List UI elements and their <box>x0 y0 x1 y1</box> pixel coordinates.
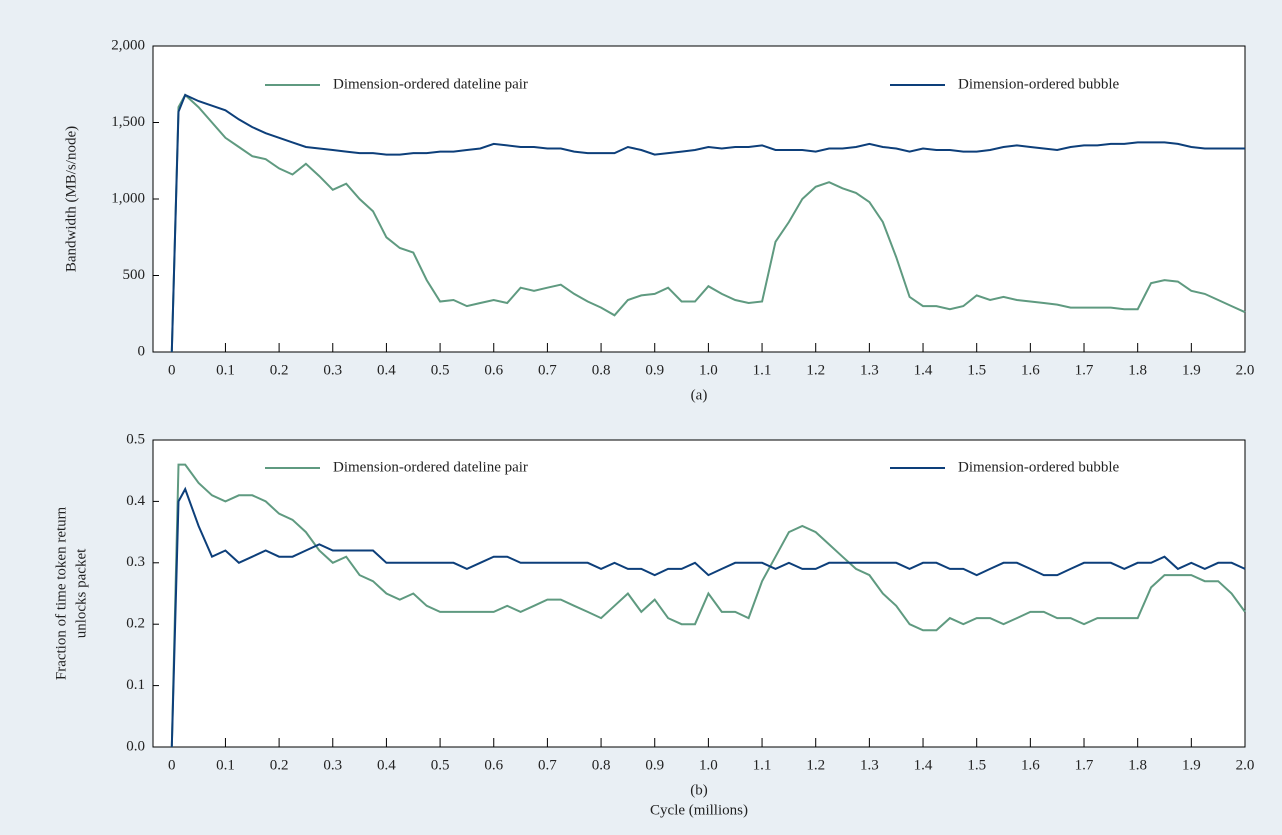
x-tick-label: 1.6 <box>1021 757 1040 773</box>
legend-label: Dimension-ordered bubble <box>958 459 1120 475</box>
legend-label: Dimension-ordered bubble <box>958 76 1120 92</box>
y-tick-label: 0.1 <box>126 677 145 693</box>
legend-label: Dimension-ordered dateline pair <box>333 459 528 475</box>
x-axis-label: Cycle (millions) <box>650 802 748 818</box>
x-tick-label: 1.0 <box>699 757 718 773</box>
x-tick-label: 2.0 <box>1236 362 1255 378</box>
x-tick-label: 0.1 <box>216 757 235 773</box>
x-tick-label: 0.8 <box>592 362 611 378</box>
x-tick-label: 1.5 <box>967 757 986 773</box>
x-tick-label: 0.5 <box>431 757 450 773</box>
x-tick-label: 1.3 <box>860 757 879 773</box>
y-tick-label: 1,500 <box>111 114 145 130</box>
x-tick-label: 0.2 <box>270 757 289 773</box>
legend-label: Dimension-ordered dateline pair <box>333 76 528 92</box>
y-axis-label: unlocks packet <box>73 548 89 638</box>
y-tick-label: 0.3 <box>126 554 145 570</box>
x-tick-label: 1.5 <box>967 362 986 378</box>
plot-area <box>152 439 1246 748</box>
x-tick-label: 0.9 <box>645 757 664 773</box>
x-tick-label: 1.3 <box>860 362 879 378</box>
x-tick-label: 1.9 <box>1182 362 1201 378</box>
x-tick-label: 1.1 <box>753 362 772 378</box>
x-tick-label: 1.1 <box>753 757 772 773</box>
x-tick-label: 0.5 <box>431 362 450 378</box>
x-tick-label: 1.4 <box>914 757 933 773</box>
y-tick-label: 2,000 <box>111 37 145 53</box>
x-tick-label: 1.2 <box>806 757 825 773</box>
y-tick-label: 0.0 <box>126 738 145 754</box>
y-axis-label: Bandwidth (MB/s/node) <box>63 126 79 272</box>
x-tick-label: 0.6 <box>484 757 503 773</box>
x-tick-label: 0 <box>168 757 176 773</box>
x-tick-label: 1.6 <box>1021 362 1040 378</box>
y-tick-label: 500 <box>123 267 146 283</box>
x-tick-label: 1.7 <box>1075 757 1094 773</box>
x-tick-label: 0.3 <box>323 362 342 378</box>
series-line <box>170 93 1246 353</box>
plot-area <box>152 45 1246 353</box>
x-tick-label: 1.2 <box>806 362 825 378</box>
x-tick-label: 1.4 <box>914 362 933 378</box>
x-tick-label: 0 <box>168 362 176 378</box>
x-tick-label: 0.3 <box>323 757 342 773</box>
y-tick-label: 0.4 <box>126 493 145 509</box>
y-tick-label: 0 <box>138 343 146 359</box>
x-tick-label: 0.7 <box>538 362 557 378</box>
x-tick-label: 1.7 <box>1075 362 1094 378</box>
x-tick-label: 1.9 <box>1182 757 1201 773</box>
x-tick-label: 0.2 <box>270 362 289 378</box>
x-tick-label: 2.0 <box>1236 757 1255 773</box>
y-axis-label: Fraction of time token return <box>53 506 69 680</box>
x-tick-label: 0.6 <box>484 362 503 378</box>
y-tick-label: 1,000 <box>111 190 145 206</box>
caption: (a) <box>691 387 708 403</box>
series-line <box>170 486 1246 748</box>
series-line <box>170 463 1246 748</box>
x-tick-label: 0.9 <box>645 362 664 378</box>
y-tick-label: 0.2 <box>126 616 145 632</box>
x-tick-label: 1.8 <box>1128 757 1147 773</box>
x-tick-label: 0.4 <box>377 362 396 378</box>
x-tick-label: 0.8 <box>592 757 611 773</box>
y-tick-label: 0.5 <box>126 431 145 447</box>
x-tick-label: 0.7 <box>538 757 557 773</box>
x-tick-label: 1.0 <box>699 362 718 378</box>
series-line <box>170 93 1245 353</box>
x-tick-label: 1.8 <box>1128 362 1147 378</box>
caption: (b) <box>690 782 708 798</box>
x-tick-label: 0.1 <box>216 362 235 378</box>
x-tick-label: 0.4 <box>377 757 396 773</box>
